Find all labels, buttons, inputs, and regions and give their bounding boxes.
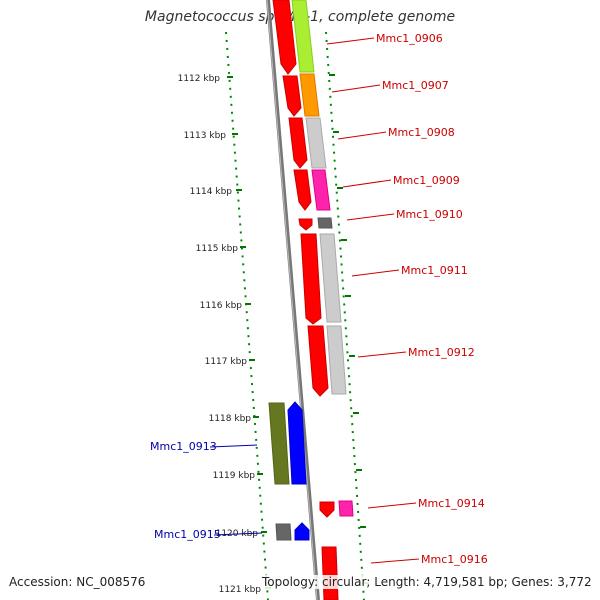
feature-box-mmc1-0908[interactable]	[305, 117, 327, 169]
tick-label: 1116 kbp	[200, 301, 243, 311]
connector-mmc1-0915	[213, 532, 263, 536]
gene-label[interactable]: Mmc1_0915	[154, 528, 221, 541]
gene-arrow-mmc1-0910[interactable]	[298, 218, 313, 231]
connector-mmc1-0908	[337, 131, 387, 140]
gene-labels: Mmc1_0906 Mmc1_0907 Mmc1_0908 Mmc1_0909 …	[150, 32, 488, 566]
feature-box-mmc1-0914[interactable]	[338, 500, 354, 517]
connector-mmc1-0912	[357, 351, 407, 358]
feature-box-mmc1-0907[interactable]	[299, 73, 320, 117]
genome-axis	[266, 0, 320, 600]
gene-label[interactable]: Mmc1_0910	[396, 208, 463, 221]
gene-label[interactable]: Mmc1_0906	[376, 32, 443, 45]
gene-label[interactable]: Mmc1_0912	[408, 346, 475, 359]
gene-label[interactable]: Mmc1_0916	[421, 553, 488, 566]
connector-mmc1-0913	[209, 444, 258, 448]
gene-label[interactable]: Mmc1_0909	[393, 174, 460, 187]
connector-mmc1-0914	[367, 502, 417, 509]
tick-label: 1117 kbp	[205, 357, 248, 367]
tick-label: 1118 kbp	[209, 414, 252, 424]
feature-box-mmc1-0912[interactable]	[326, 325, 347, 395]
genome-axis-highlight	[266, 0, 318, 600]
feature-box-mmc1-0906[interactable]	[291, 0, 315, 73]
tick-label: 1114 kbp	[190, 187, 233, 197]
left-dotted-guide	[225, 31, 269, 600]
gene-label[interactable]: Mmc1_0908	[388, 126, 455, 139]
tick-label: 1119 kbp	[213, 471, 256, 481]
connector-mmc1-0906	[326, 37, 375, 45]
gene-arrow-mmc1-0916[interactable]	[321, 546, 339, 600]
gene-label[interactable]: Mmc1_0907	[382, 79, 449, 92]
connector-mmc1-0909	[342, 179, 392, 188]
gene-arrow-mmc1-0915[interactable]	[294, 522, 310, 541]
forward-strand-track	[272, 0, 339, 600]
gene-label[interactable]: Mmc1_0914	[418, 497, 485, 510]
feature-box-mmc1-0915[interactable]	[275, 523, 292, 541]
tick-label: 1115 kbp	[196, 244, 239, 254]
genome-summary-text: Topology: circular; Length: 4,719,581 bp…	[262, 575, 592, 589]
accession-text: Accession: NC_008576	[9, 575, 146, 589]
gene-arrow-mmc1-0914[interactable]	[319, 501, 335, 518]
feature-track	[291, 0, 354, 517]
feature-box-mmc1-0911[interactable]	[319, 233, 342, 323]
gene-arrow-mmc1-0913[interactable]	[287, 401, 307, 485]
label-connectors	[209, 37, 420, 564]
gene-label[interactable]: Mmc1_0913	[150, 440, 217, 453]
connector-mmc1-0907	[331, 84, 381, 93]
reverse-strand-track	[268, 401, 310, 541]
tick-label: 1121 kbp	[219, 585, 262, 595]
gene-arrow-mmc1-0907[interactable]	[282, 75, 302, 117]
tick-label: 1112 kbp	[178, 74, 221, 84]
feature-box-mmc1-0913[interactable]	[268, 402, 290, 485]
gene-label[interactable]: Mmc1_0911	[401, 264, 468, 277]
gene-arrow-mmc1-0908[interactable]	[288, 117, 308, 169]
tick-label: 1113 kbp	[184, 131, 227, 141]
feature-box-mmc1-0909[interactable]	[311, 169, 331, 211]
gene-arrow-mmc1-0906[interactable]	[272, 0, 297, 75]
feature-box-mmc1-0910[interactable]	[317, 217, 333, 229]
connector-mmc1-0916	[370, 558, 420, 564]
gene-arrow-mmc1-0911[interactable]	[300, 233, 322, 325]
connector-mmc1-0910	[346, 213, 395, 221]
connector-mmc1-0911	[351, 269, 400, 277]
gene-arrow-mmc1-0912[interactable]	[307, 325, 329, 397]
gene-arrow-mmc1-0909[interactable]	[293, 169, 312, 211]
